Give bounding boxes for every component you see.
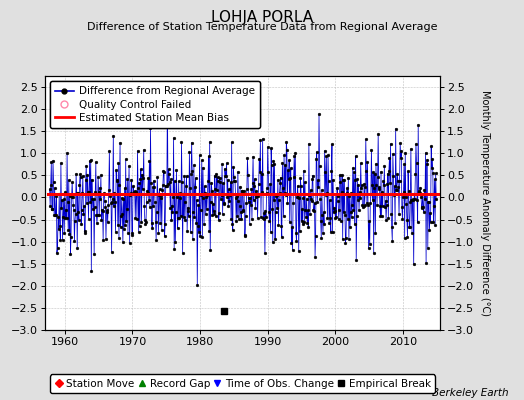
Y-axis label: Monthly Temperature Anomaly Difference (°C): Monthly Temperature Anomaly Difference (… bbox=[480, 90, 490, 316]
Legend: Station Move, Record Gap, Time of Obs. Change, Empirical Break: Station Move, Record Gap, Time of Obs. C… bbox=[50, 374, 435, 393]
Text: Berkeley Earth: Berkeley Earth bbox=[432, 388, 508, 398]
Text: LOHJA PORLA: LOHJA PORLA bbox=[211, 10, 313, 25]
Legend: Difference from Regional Average, Quality Control Failed, Estimated Station Mean: Difference from Regional Average, Qualit… bbox=[50, 81, 260, 128]
Text: Difference of Station Temperature Data from Regional Average: Difference of Station Temperature Data f… bbox=[87, 22, 437, 32]
